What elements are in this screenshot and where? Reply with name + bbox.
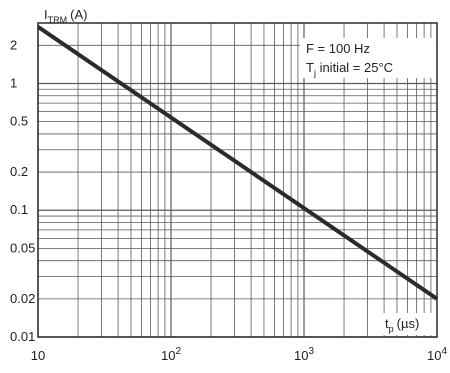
plot-frame [37,22,438,338]
y-axis-label-sub: TRM [48,15,68,25]
y-tick-label: 0.05 [10,240,35,255]
y-tick-label: 0.1 [10,202,28,217]
x-axis-label: tp (µs) [385,316,419,334]
x-axis-label-sub: p [389,324,394,334]
y-tick-label: 2 [10,37,17,52]
y-axis-label-main: I [44,7,48,22]
y-tick-label: 0.2 [10,164,28,179]
annotation: F = 100 Hz Tj initial = 25°C [300,38,436,78]
x-tick-label: 102 [161,346,181,363]
tick-labels: 2 1 0.5 0.2 0.1 0.05 0.02 0.01 10 102 103 104 [10,37,447,363]
x-axis-label-background [380,313,436,335]
x-tick-label: 103 [294,346,314,363]
y-tick-label: 0.01 [10,329,35,344]
annotation-line-1: F = 100 Hz [306,41,370,56]
x-axis-label-unit: (µs) [397,316,420,331]
series-line [36,25,439,301]
x-tick-label: 10 [31,348,45,363]
y-tick-label: 0.02 [10,291,35,306]
x-axis-label-group: tp (µs) [380,313,436,335]
series-layer [36,25,439,301]
annotation-line-2: Tj initial = 25°C [306,60,393,78]
y-axis-label-unit: (A) [70,7,87,22]
y-axis-label: ITRM (A) [44,7,87,25]
x-axis-label-main: t [385,316,389,331]
x-tick-label: 104 [427,346,447,363]
y-tick-label: 1 [10,75,17,90]
annotation-background [300,38,436,78]
y-tick-label: 0.5 [10,114,28,129]
